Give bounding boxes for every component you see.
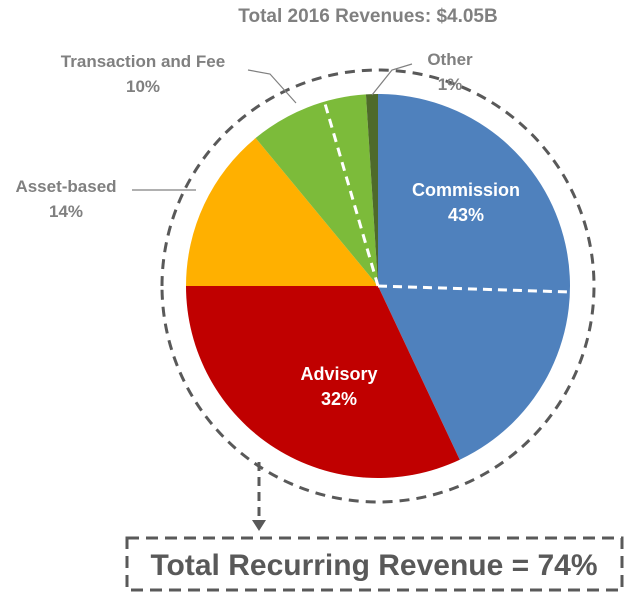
pie-slice-other: [365, 94, 378, 286]
pie-slices: [185, 94, 571, 479]
slice-label-commission: Commission: [412, 180, 520, 200]
slice-value-transaction-fee: 10%: [126, 77, 160, 96]
recurring-divider-line: [377, 284, 570, 294]
slice-label-other: Other: [427, 50, 473, 69]
slice-value-advisory: 32%: [321, 389, 357, 409]
recurring-revenue-callout-box: [125, 536, 624, 592]
slice-label-transaction-fee: Transaction and Fee: [61, 52, 225, 71]
slice-value-commission: 43%: [448, 205, 484, 225]
pie-slice-commission: [378, 94, 571, 460]
pie-slice-asset-based: [186, 138, 378, 286]
leader-line-other: [371, 63, 413, 96]
slice-label-advisory: Advisory: [300, 364, 377, 384]
pie-slice-advisory: [185, 286, 460, 479]
leader-line-transaction-fee: [247, 69, 297, 104]
callout-arrow-head: [252, 520, 266, 531]
pie-slice-transaction-and-fee: [255, 94, 378, 286]
recurring-revenue-callout-text: Total Recurring Revenue = 74%: [150, 549, 597, 582]
recurring-divider-line: [317, 83, 380, 287]
slice-value-other: 1%: [438, 75, 463, 94]
recurring-revenue-ring: [160, 68, 596, 504]
chart-title: Total 2016 Revenues: $4.05B: [238, 6, 497, 27]
slice-value-asset-based: 14%: [49, 202, 83, 221]
slice-label-asset-based: Asset-based: [15, 177, 116, 196]
